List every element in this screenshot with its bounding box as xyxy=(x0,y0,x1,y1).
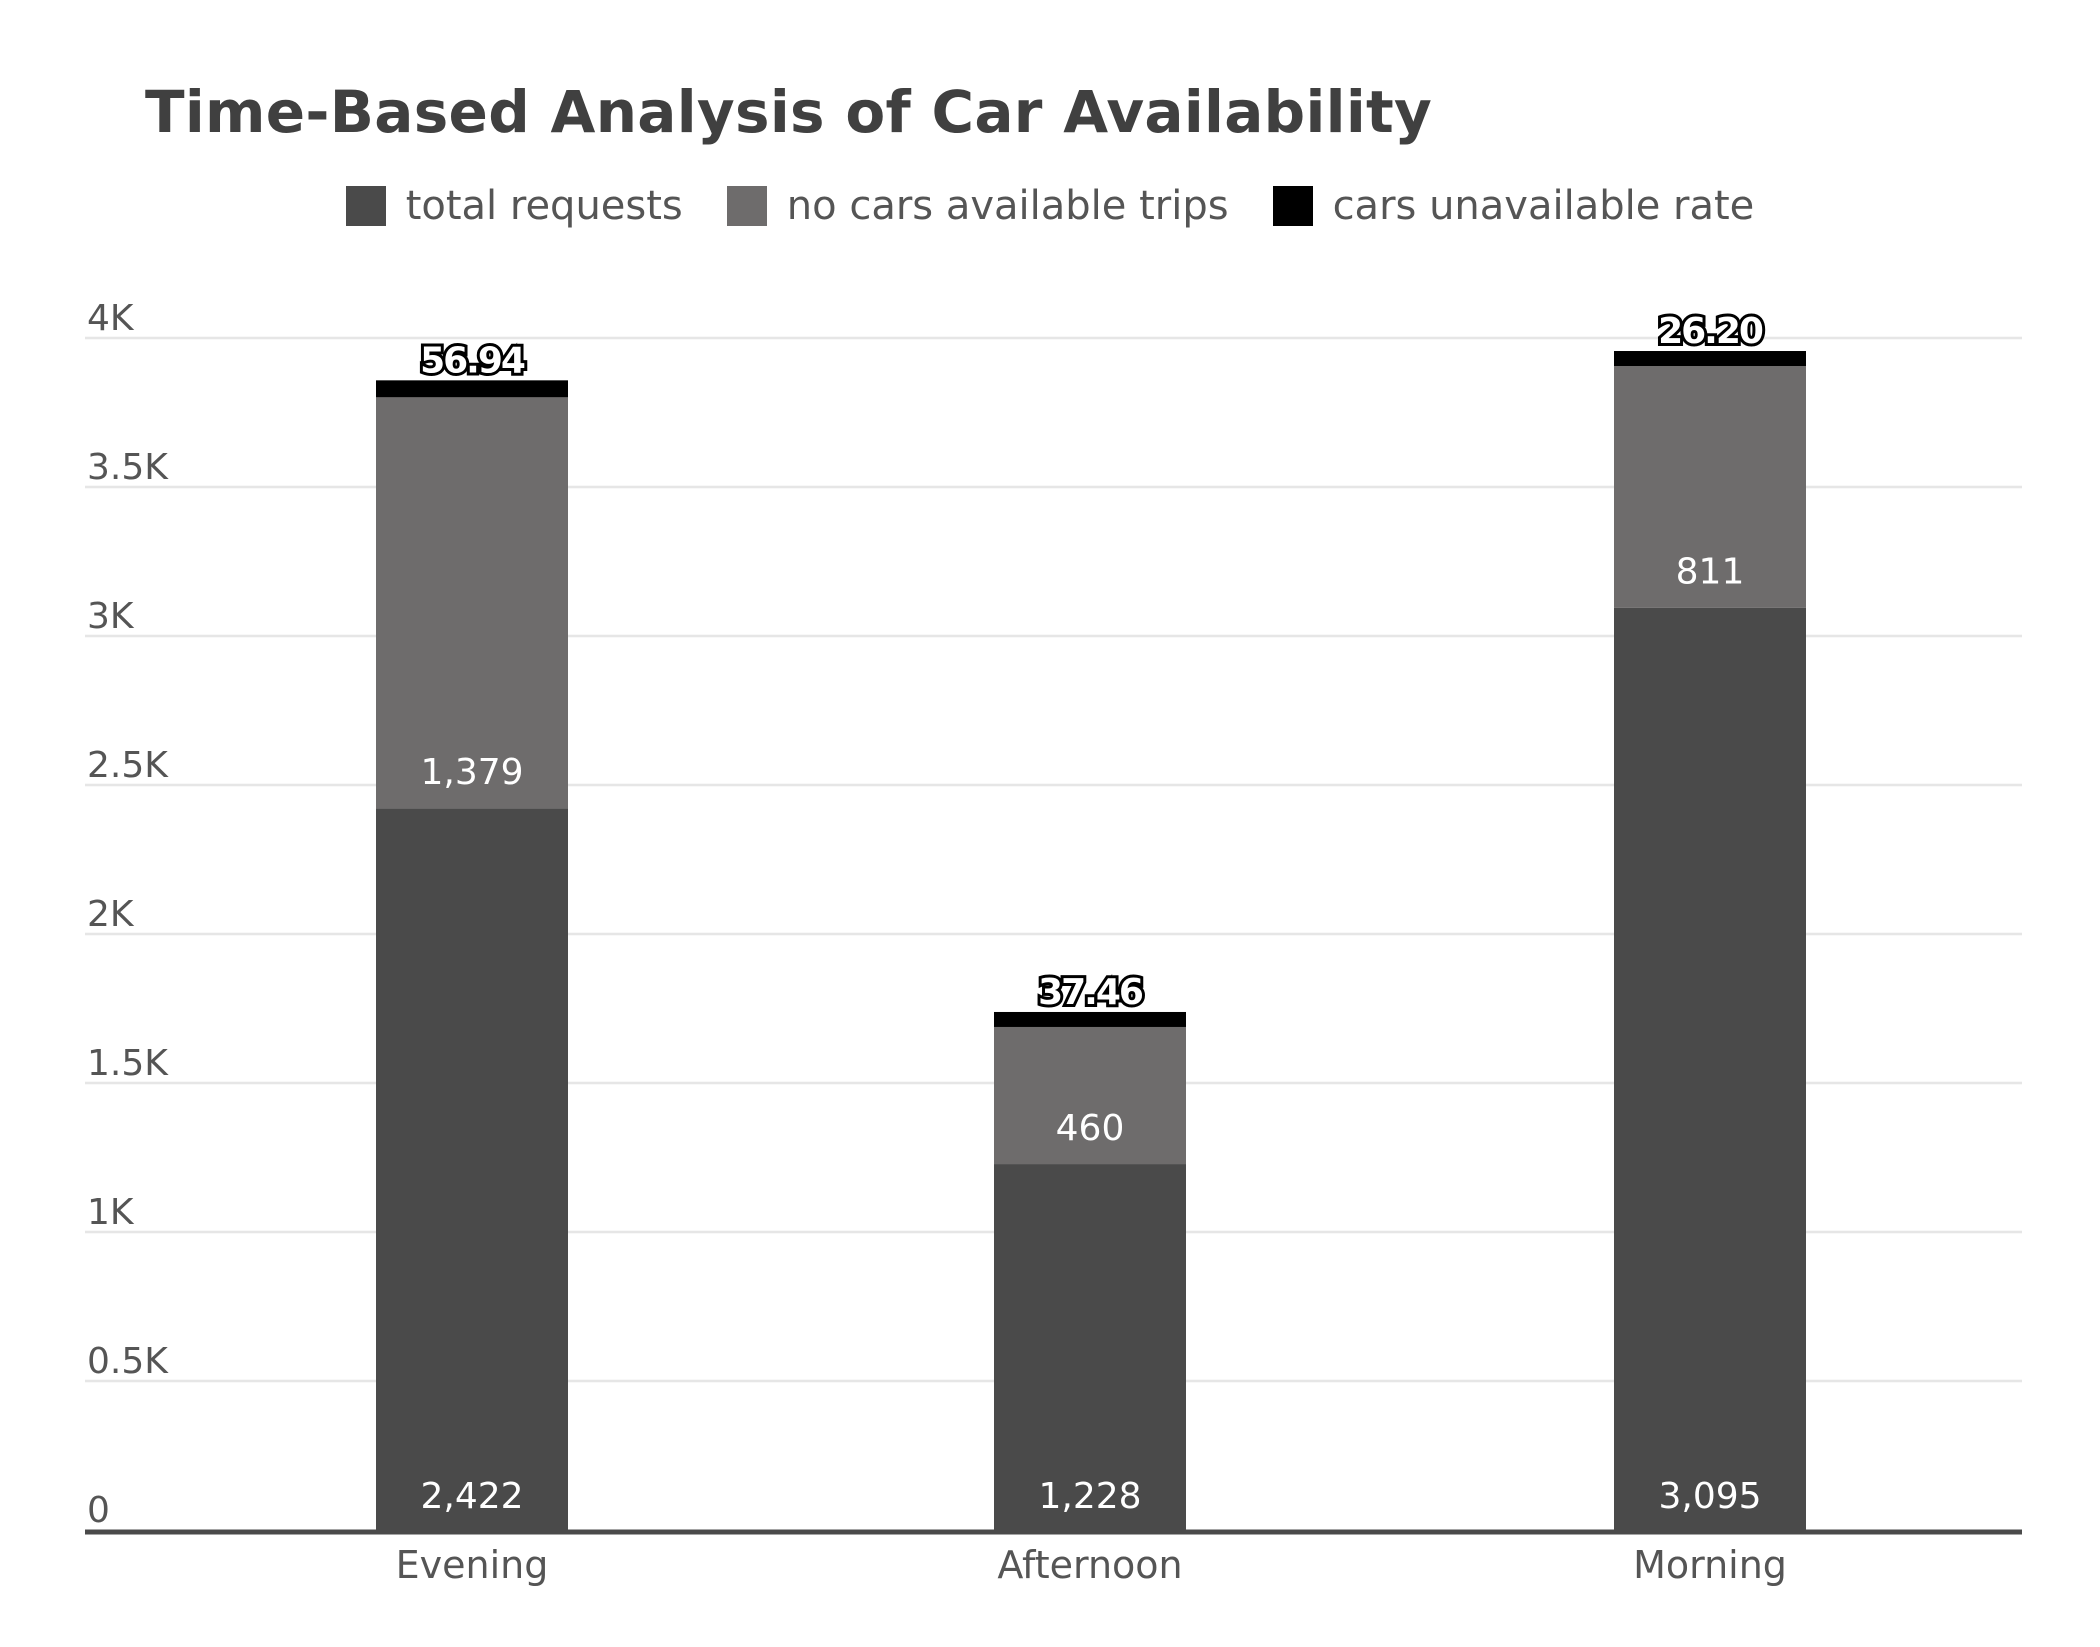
y-tick-label: 2K xyxy=(87,894,135,935)
legend-label-no-cars-available-trips: no cars available trips xyxy=(786,183,1229,229)
data-label-total-requests-evening: 2,422 xyxy=(420,1476,523,1517)
bar-total-requests-evening xyxy=(376,808,568,1530)
bar-cars-unavailable-rate-evening xyxy=(376,380,568,398)
bar-no-cars-available-trips-morning xyxy=(1614,366,1806,608)
x-tick-label-evening: Evening xyxy=(396,1543,549,1587)
legend-item-cars-unavailable-rate[interactable]: cars unavailable rate xyxy=(1272,183,1755,229)
y-tick-label: 1K xyxy=(87,1192,135,1233)
bar-cars-unavailable-rate-morning xyxy=(1614,351,1806,367)
data-label-total-requests-morning: 3,095 xyxy=(1658,1476,1761,1517)
legend-swatch-no-cars-available-trips xyxy=(726,186,767,226)
legend: total requests no cars available trips c… xyxy=(0,178,2100,234)
data-label-cars-unavailable-rate-morning: 26.20 xyxy=(1658,311,1763,352)
legend-item-total-requests[interactable]: total requests xyxy=(345,183,683,229)
y-tick-label: 2.5K xyxy=(87,745,169,786)
data-label-no-cars-available-trips-evening: 1,379 xyxy=(420,752,523,793)
data-label-cars-unavailable-rate-evening: 56.94 xyxy=(420,340,525,381)
legend-label-cars-unavailable-rate: cars unavailable rate xyxy=(1332,183,1755,229)
legend-item-no-cars-available-trips[interactable]: no cars available trips xyxy=(726,183,1229,229)
y-tick-label: 3.5K xyxy=(87,447,169,488)
y-tick-label: 0.5K xyxy=(87,1341,169,1382)
y-tick-label: 1.5K xyxy=(87,1043,169,1084)
data-label-total-requests-afternoon: 1,228 xyxy=(1038,1476,1141,1517)
legend-swatch-total-requests xyxy=(345,186,386,226)
data-label-no-cars-available-trips-afternoon: 460 xyxy=(1056,1108,1125,1149)
bar-no-cars-available-trips-afternoon xyxy=(994,1026,1186,1165)
y-tick-label: 3K xyxy=(87,596,135,637)
y-tick-label: 4K xyxy=(87,298,135,339)
bar-cars-unavailable-rate-afternoon xyxy=(994,1011,1186,1027)
data-label-cars-unavailable-rate-afternoon: 37.46 xyxy=(1038,972,1143,1013)
bar-no-cars-available-trips-evening xyxy=(376,397,568,809)
data-label-no-cars-available-trips-morning: 811 xyxy=(1676,552,1745,593)
chart-title: Time-Based Analysis of Car Availability xyxy=(145,78,1433,146)
x-tick-label-afternoon: Afternoon xyxy=(997,1543,1182,1587)
y-tick-label: 0 xyxy=(87,1490,110,1531)
bar-total-requests-afternoon xyxy=(994,1164,1186,1530)
x-tick-label-morning: Morning xyxy=(1633,1543,1787,1587)
legend-label-total-requests: total requests xyxy=(405,183,683,229)
legend-swatch-cars-unavailable-rate xyxy=(1272,186,1313,226)
bar-total-requests-morning xyxy=(1614,607,1806,1530)
